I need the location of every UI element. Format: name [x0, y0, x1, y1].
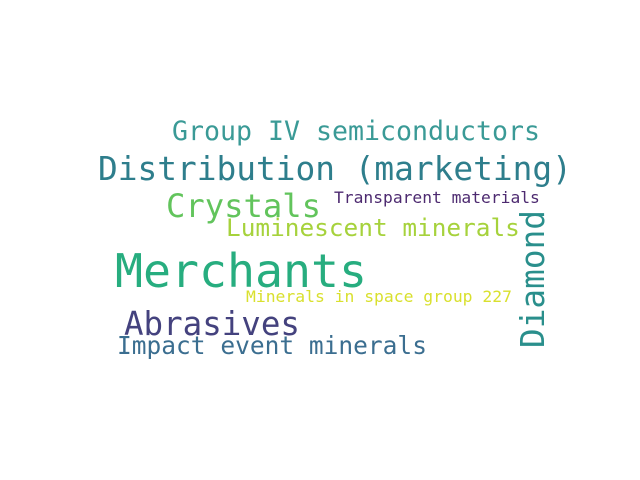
word-luminescent-minerals: Luminescent minerals	[226, 212, 520, 242]
word-minerals-space-group-227: Minerals in space group 227	[246, 287, 512, 307]
word-abrasives: Abrasives	[124, 304, 300, 343]
word-crystals: Crystals	[166, 186, 321, 225]
word-distribution-marketing: Distribution (marketing)	[98, 149, 572, 188]
word-impact-event-minerals: Impact event minerals	[117, 330, 427, 360]
word-group-iv-semiconductors: Group IV semiconductors	[172, 115, 541, 147]
word-transparent-materials: Transparent materials	[334, 187, 540, 207]
word-diamond: Diamond	[513, 209, 552, 348]
word-merchants: Merchants	[115, 243, 367, 298]
